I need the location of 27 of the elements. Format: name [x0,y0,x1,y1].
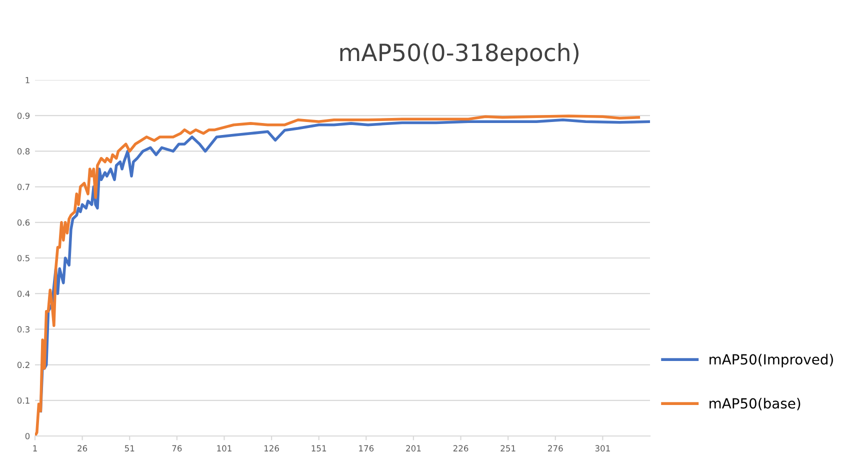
x-tick-label: 51 [124,445,134,452]
x-tick-label: 1 [33,445,37,452]
y-tick-label: 0.2 [17,362,30,368]
y-tick-label: 0.7 [17,184,30,190]
x-tick-label: 151 [312,445,326,452]
x-tick-label: 101 [217,445,232,452]
x-tick-label: 76 [172,445,182,452]
y-tick-label: 0.9 [17,112,30,119]
y-tick-label: 1 [26,77,30,84]
x-tick-label: 276 [548,445,563,452]
x-tick-label: 26 [78,445,88,452]
x-tick-label: 176 [359,445,374,452]
y-tick-label: 0 [25,432,30,440]
y-tick-label: 0.4 [17,290,30,297]
x-tick-label: 226 [453,445,468,452]
x-tick-label: 126 [264,445,279,452]
y-tick-label: 0.5 [17,254,30,262]
x-tick-label: 251 [500,445,516,452]
y-tick-label: 0.8 [17,148,30,154]
y-tick-label: 0.3 [17,326,30,332]
y-tick-label: 0.6 [17,219,30,226]
x-tick-label: 301 [595,445,610,452]
chart-title: mAP50(0-318epoch) [340,43,579,66]
legend-label: mAP50(Improved) [710,354,833,368]
y-tick-label: 0.1 [17,397,30,404]
legend-label: mAP50(base) [710,398,800,410]
x-tick-label: 201 [406,445,421,452]
